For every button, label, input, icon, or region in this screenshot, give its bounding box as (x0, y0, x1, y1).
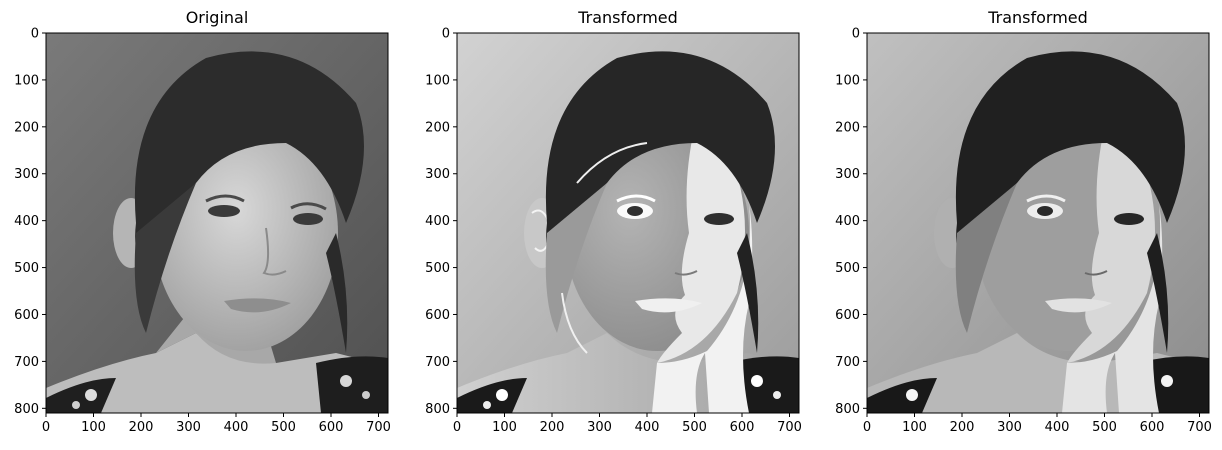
panel-title: Transformed (987, 8, 1088, 27)
x-tick-label: 0 (42, 420, 50, 435)
y-tick-label: 0 (852, 27, 860, 42)
x-tick-label: 300 (176, 420, 201, 435)
x-tick-label: 100 (902, 420, 927, 435)
y-tick-label: 0 (442, 27, 450, 42)
y-tick-label: 400 (425, 214, 450, 229)
x-tick-label: 100 (492, 420, 517, 435)
axes-frame (456, 32, 800, 414)
y-tick-label: 800 (835, 402, 860, 417)
portrait-image (44, 31, 390, 415)
x-tick-label: 500 (271, 420, 296, 435)
y-tick-label: 300 (835, 167, 860, 182)
x-tick-label: 700 (366, 420, 391, 435)
x-tick-label: 600 (1140, 420, 1165, 435)
panel-title: Transformed (577, 8, 678, 27)
y-tick-label: 800 (14, 402, 39, 417)
x-tick-label: 700 (1187, 420, 1212, 435)
x-tick-label: 500 (1092, 420, 1117, 435)
y-tick-label: 100 (425, 73, 450, 88)
x-tick-label: 300 (997, 420, 1022, 435)
y-tick-label: 400 (835, 214, 860, 229)
y-tick-label: 700 (14, 355, 39, 370)
x-tick-label: 200 (950, 420, 975, 435)
x-tick-label: 200 (129, 420, 154, 435)
y-tick-label: 300 (425, 167, 450, 182)
y-tick-label: 400 (14, 214, 39, 229)
y-tick-label: 700 (835, 355, 860, 370)
y-tick-label: 600 (425, 308, 450, 323)
y-tick-label: 200 (14, 120, 39, 135)
y-tick-label: 700 (425, 355, 450, 370)
portrait-image (865, 31, 1211, 415)
x-tick-label: 400 (635, 420, 660, 435)
y-tick-label: 100 (835, 73, 860, 88)
x-tick-label: 100 (81, 420, 106, 435)
x-tick-label: 200 (540, 420, 565, 435)
y-tick-label: 200 (425, 120, 450, 135)
image-panel: Transformed 0 100 200 300 400 500 600 700 0 100 200… (425, 8, 802, 435)
image-panel: Original 0 100 200 300 400 500 600 700 0 100 200 300… (14, 8, 391, 435)
y-tick-label: 500 (835, 261, 860, 276)
x-tick-label: 0 (863, 420, 871, 435)
x-tick-label: 500 (682, 420, 707, 435)
panel-title: Original (186, 8, 249, 27)
x-tick-label: 400 (224, 420, 249, 435)
axes-frame (866, 32, 1210, 414)
x-tick-label: 300 (587, 420, 612, 435)
y-tick-label: 300 (14, 167, 39, 182)
image-panel: Transformed 0 100 200 300 400 500 600 700 0 100 200… (835, 8, 1212, 435)
portrait-image (455, 31, 801, 415)
y-tick-label: 200 (835, 120, 860, 135)
axes-frame (45, 32, 389, 414)
y-tick-label: 500 (14, 261, 39, 276)
x-tick-label: 600 (730, 420, 755, 435)
x-tick-label: 0 (453, 420, 461, 435)
x-tick-label: 400 (1045, 420, 1070, 435)
y-tick-label: 600 (14, 308, 39, 323)
x-tick-label: 700 (777, 420, 802, 435)
y-tick-label: 600 (835, 308, 860, 323)
y-tick-label: 500 (425, 261, 450, 276)
x-tick-label: 600 (319, 420, 344, 435)
y-tick-label: 0 (31, 27, 39, 42)
y-tick-label: 800 (425, 402, 450, 417)
y-tick-label: 100 (14, 73, 39, 88)
